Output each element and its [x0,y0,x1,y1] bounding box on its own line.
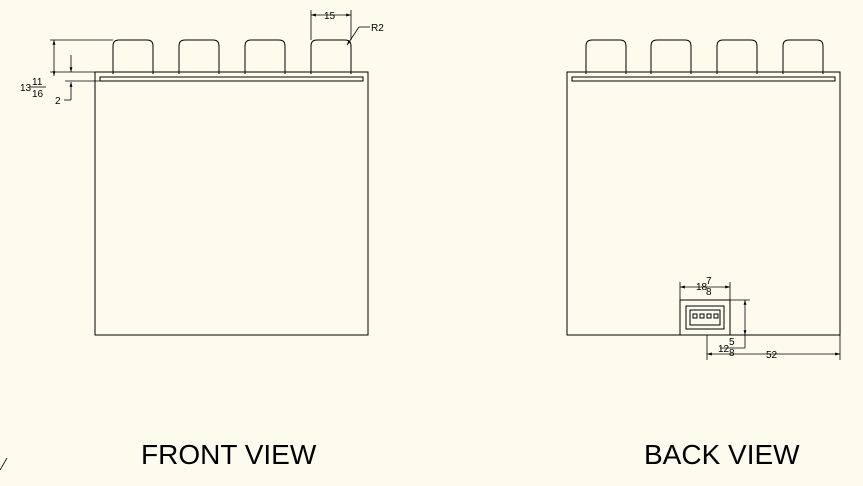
dim-conn-w-den: 8 [706,287,712,298]
front-tab-4 [310,39,352,74]
connector [679,299,731,336]
dim-radius-label: R2 [371,23,384,34]
dim-2: 2 [55,96,61,107]
corner-mark [0,457,8,471]
dim-radius: R2 [346,23,384,46]
front-view-title: FRONT VIEW [141,439,317,470]
dim-conn-h-num: 5 [729,337,735,348]
front-tab-2 [178,39,220,74]
back-strip [571,76,836,82]
front-view: 15 R2 13 11 16 2 FRONT VIEW [20,10,384,470]
dim-13: 13 [20,83,32,94]
dim-conn-h-den: 8 [729,348,735,359]
front-tab-1 [112,39,154,74]
back-body [566,71,841,336]
back-tab-1 [585,39,627,74]
dim-connector-width: 18 7 8 [679,276,731,300]
front-strip [99,76,364,82]
dim-tab-width-label: 15 [324,11,336,22]
dim-16: 16 [32,89,44,100]
dim-offset: 52 [706,335,841,361]
dim-offset-label: 52 [766,350,778,361]
back-view: 18 7 8 12 5 8 52 BACK VIEW [566,39,841,470]
front-tab-3 [244,39,286,74]
back-tab-3 [716,39,758,74]
back-tab-4 [782,39,824,74]
dim-conn-h-whole: 12 [718,344,730,355]
back-tab-2 [650,39,692,74]
dim-left-heights: 13 11 16 2 [20,39,113,107]
dim-conn-w-whole: 18 [696,282,708,293]
dim-11: 11 [32,77,43,88]
front-body [94,71,369,336]
back-view-title: BACK VIEW [644,439,800,470]
dim-conn-w-num: 7 [706,276,712,287]
dim-tab-width: 15 [310,10,352,40]
